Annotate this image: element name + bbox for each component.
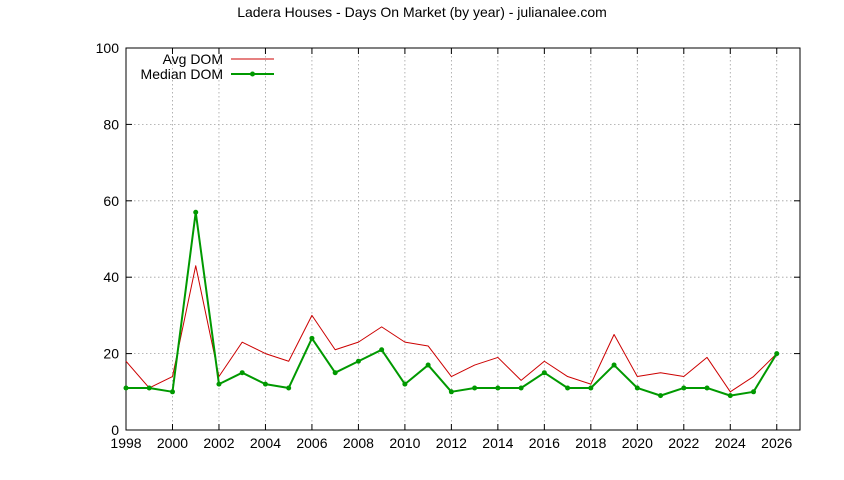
x-tick-label: 2024 [715,435,746,451]
y-tick-label: 60 [103,193,119,209]
x-tick-label: 2006 [296,435,327,451]
median-dom-point [286,385,292,391]
legend-swatch-point [250,71,255,77]
median-dom-point [262,381,268,387]
median-dom-point [588,385,594,391]
median-dom-point [658,393,664,399]
x-tick-label: 2014 [482,435,513,451]
y-tick-label: 20 [103,346,119,362]
x-tick-label: 2026 [761,435,792,451]
median-dom-point [146,385,152,391]
plot-frame [125,47,801,431]
median-dom-point [634,385,640,391]
x-tick-label: 2010 [389,435,420,451]
y-tick-label: 100 [96,40,120,56]
median-dom-point [774,351,780,357]
tick-layer: 1998 2000 2002 2004 2006 2008 2010 2012 2014 2016… [96,40,800,451]
median-dom-point [309,335,315,341]
median-dom-point [727,393,733,399]
y-tick-label: 40 [103,269,119,285]
median-dom-point [704,385,710,391]
median-dom-point [751,389,757,395]
x-tick-label: 2002 [203,435,234,451]
x-tick-label: 2018 [575,435,606,451]
y-tick-label: 0 [111,422,119,438]
median-dom-point [518,385,524,391]
median-dom-point [216,381,222,387]
x-tick-label: 2012 [436,435,467,451]
x-tick-label: 2022 [668,435,699,451]
median-dom-point [239,370,245,376]
series-layer [123,209,780,399]
median-dom-point [472,385,478,391]
median-dom-point [611,362,617,368]
chart-title: Ladera Houses - Days On Market (by year)… [237,4,607,20]
x-tick-label: 1998 [110,435,141,451]
median-dom-point [123,385,129,391]
y-tick-label: 80 [103,116,119,132]
median-dom-point [193,209,199,215]
median-dom-point [565,385,571,391]
x-tick-label: 2020 [622,435,653,451]
median-dom-point [541,370,547,376]
legend-label: Median DOM [141,66,223,82]
avg-dom-series-line [125,265,778,393]
legend-label: Avg DOM [163,51,223,67]
x-tick-label: 2004 [250,435,281,451]
x-tick-label: 2000 [157,435,188,451]
median-dom-point [448,389,454,395]
x-tick-label: 2008 [343,435,374,451]
grid-layer [125,48,800,430]
median-dom-point [355,358,361,364]
median-dom-point [169,389,175,395]
median-dom-point [425,362,431,368]
median-dom-point [495,385,501,391]
median-dom-point [379,347,385,353]
median-dom-point [681,385,687,391]
median-dom-point [332,370,338,376]
median-dom-point [402,381,408,387]
x-tick-label: 2016 [529,435,560,451]
